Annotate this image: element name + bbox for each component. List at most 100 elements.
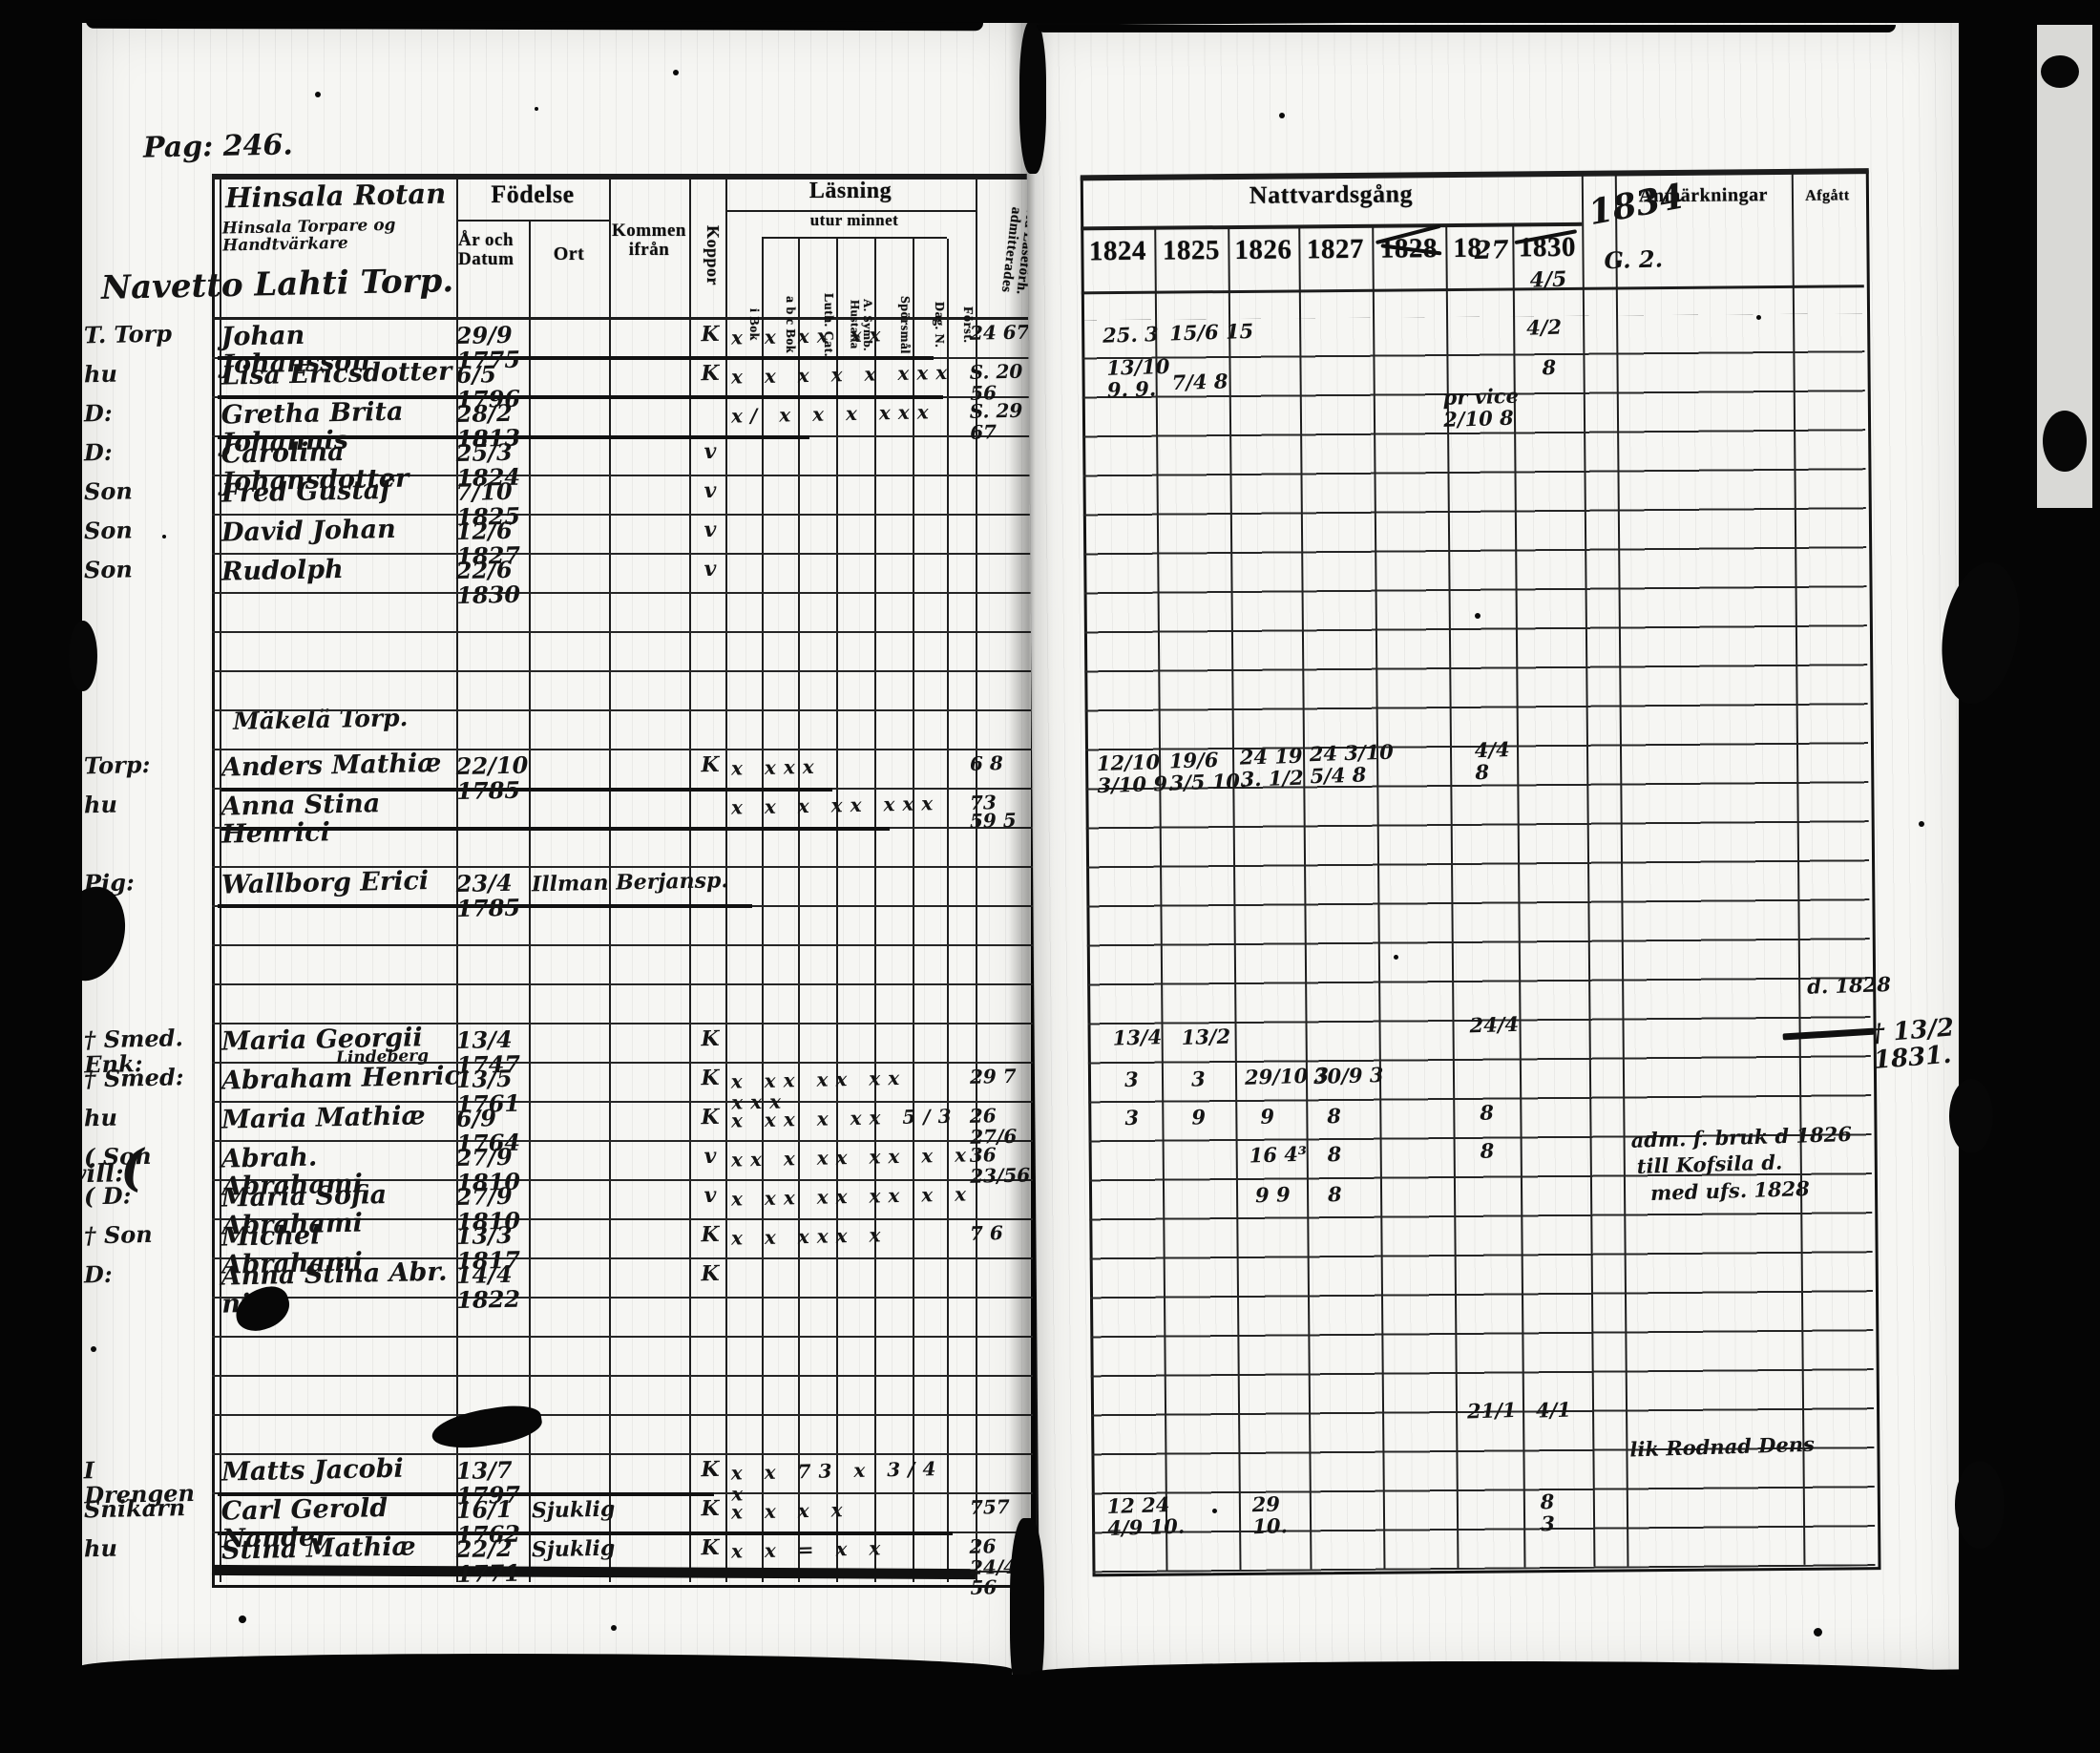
- ink-speck: [1279, 113, 1285, 118]
- communion-entry: 7/4 8: [1171, 369, 1228, 395]
- header-rule: [456, 220, 609, 222]
- scan-edge-top: [0, 0, 2100, 23]
- ink-rule: [218, 395, 943, 399]
- district-subtitle: Hinsala Torpare og Handtvärkare: [221, 215, 396, 256]
- communion-entry: 4/4 8: [1474, 737, 1511, 784]
- ink-rule: [221, 827, 890, 831]
- communion-entry: 8: [1542, 354, 1557, 380]
- row-margin: † Smed:: [83, 1063, 184, 1093]
- row-margin: hu: [83, 790, 118, 819]
- row-margin: D:: [83, 398, 113, 428]
- communion-entry: 24/4: [1469, 1011, 1520, 1038]
- row-margin: hu: [83, 1103, 118, 1132]
- communion-entry: 25. 3: [1102, 322, 1160, 348]
- row-margin: Torp:: [83, 750, 151, 780]
- reading-marks: x xxx: [730, 754, 822, 780]
- header-kommen-ifran: Kommen ifrån: [612, 221, 686, 260]
- ink-speck: [1756, 315, 1761, 320]
- koppor-mark: K: [701, 1104, 720, 1130]
- scan-edge-left: [0, 0, 82, 1753]
- row-grid: [1082, 313, 1876, 1573]
- ink-speck: [1394, 955, 1398, 960]
- communion-entry: 3: [1190, 1067, 1206, 1091]
- koppor-mark: K: [701, 1456, 720, 1483]
- communion-entry: 9: [1190, 1105, 1207, 1130]
- communion-entry: 12 24 4/9 10.: [1106, 1492, 1186, 1540]
- header-bottom-rule: [212, 317, 1039, 320]
- ink-speck: [315, 92, 321, 97]
- communion-entry: 8: [1327, 1181, 1343, 1207]
- ink-speck: [91, 1346, 96, 1352]
- row-margin: Son: [83, 476, 134, 506]
- edge-blob: [2041, 55, 2079, 88]
- reading-marks: x x = x x: [730, 1536, 889, 1563]
- koppor-mark: K: [701, 360, 720, 387]
- header-rule: [762, 237, 947, 239]
- row-margin: D:: [83, 1259, 113, 1289]
- year-column-1824: 1824: [1088, 235, 1147, 267]
- row-margin: Son: [83, 516, 134, 545]
- header-scribble: G. 2.: [1604, 244, 1664, 275]
- communion-entry: 9 9: [1254, 1182, 1291, 1208]
- ink-speck: [1475, 613, 1480, 619]
- reading-marks: xx x xx xx x x: [730, 1143, 975, 1172]
- communion-entry: 21/1: [1466, 1397, 1517, 1424]
- communion-entry: 4/2: [1525, 314, 1563, 340]
- communion-entry: 13/4: [1112, 1024, 1163, 1050]
- koppor-mark: K: [701, 1221, 720, 1248]
- origin-note: Illman Berjansp.: [531, 868, 729, 898]
- koppor-mark: v: [704, 438, 717, 465]
- person-name: Wallborg Erici: [220, 866, 430, 900]
- communion-entry: 3: [1124, 1067, 1139, 1092]
- district-title: Hinsala Rotan: [224, 177, 447, 215]
- row-margin: Son: [83, 555, 134, 584]
- person-name: Fred Gustaf: [220, 475, 392, 509]
- scan-edge-top: [1037, 25, 1896, 32]
- row-margin: T. Torp: [83, 319, 173, 349]
- row-margin: D:: [83, 437, 113, 467]
- year-column-1825: 1825: [1162, 235, 1221, 266]
- header-ort: Ort: [553, 243, 585, 264]
- communion-entry: 12/10 3/10 9.: [1096, 750, 1175, 797]
- communion-entry: 8: [1480, 1138, 1495, 1163]
- ink-rule: [218, 356, 934, 360]
- communion-entry: 4/1: [1535, 1397, 1572, 1423]
- communion-entry: 3: [1124, 1105, 1140, 1130]
- ink-speck: [611, 1625, 617, 1631]
- scan-edge-bottom: [1031, 1661, 1947, 1684]
- person-name: Rudolph: [220, 554, 345, 587]
- person-name: Anders Mathiæ: [220, 748, 442, 783]
- ink-speck: [162, 535, 166, 539]
- koppor-mark: v: [704, 1182, 717, 1209]
- reading-marks: x x xx xx: [730, 323, 889, 349]
- koppor-mark: K: [701, 321, 720, 348]
- person-name: Matts Jacobi: [220, 1453, 405, 1488]
- remark-note: med ufs. 1828: [1649, 1176, 1811, 1205]
- person-name: Anna Stina Henrici: [220, 789, 381, 850]
- page-number: Pag: 246.: [142, 128, 294, 165]
- year-column-1827: 1827: [1306, 233, 1365, 265]
- ink-rule: [218, 435, 809, 439]
- row-margin: † Son: [83, 1219, 153, 1250]
- right-page: Nattvardsgång 1824 1825 1826 1827 1828 1…: [1023, 0, 1993, 1753]
- birth-date: 14/4 1822: [455, 1259, 521, 1314]
- edge-blob: [1955, 1461, 2005, 1549]
- koppor-mark: v: [704, 556, 717, 582]
- row-grid: [212, 320, 1033, 1573]
- reading-marks: x x x x: [730, 1498, 850, 1524]
- header-rule: [725, 210, 976, 212]
- koppor-mark: v: [704, 477, 717, 504]
- communion-entry: 8: [1326, 1103, 1342, 1129]
- edge-blob: [1949, 1079, 1993, 1153]
- header-lasning: Läsning: [808, 179, 892, 203]
- ink-speck: [1212, 1509, 1217, 1513]
- ink-rule: [218, 1531, 953, 1535]
- reading-marks: x x xxx x: [730, 1223, 889, 1250]
- person-name: Stina Mathiæ: [220, 1531, 416, 1566]
- koppor-mark: K: [701, 1025, 720, 1052]
- reading-marks: x xx x xx 5/3: [730, 1104, 959, 1132]
- scan-edge-bottom: [0, 1675, 2100, 1753]
- communion-entry: 24 3/10 5/4 8: [1309, 739, 1395, 788]
- communion-entry: 29 10.: [1251, 1491, 1289, 1538]
